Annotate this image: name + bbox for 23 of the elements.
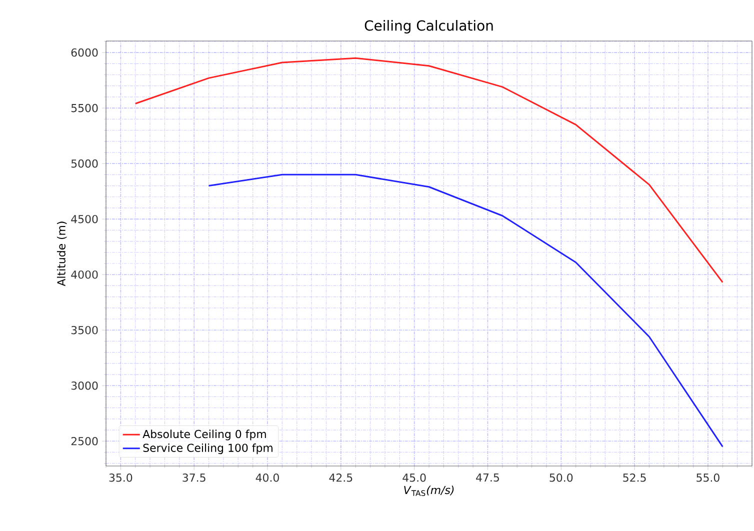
y-tick-label: 4500 — [71, 214, 98, 224]
y-tick-label: 5500 — [71, 104, 98, 112]
legend-label: Absolute Ceiling 0 fpm — [142, 430, 266, 440]
x-axis-title: V$_{TAS}$(m/s) — [404, 486, 454, 496]
x-tick-label: 45.0 — [402, 474, 426, 482]
y-tick-label: 2500 — [71, 436, 98, 446]
y-tick-label: 5000 — [71, 159, 98, 168]
x-tick-label: 50.0 — [550, 474, 573, 482]
x-tick-label: 40.0 — [256, 474, 279, 482]
x-tick-label: 35.0 — [109, 474, 132, 482]
x-tick-label: 47.5 — [476, 474, 499, 482]
y-axis-title: Altitude (m) — [56, 222, 67, 286]
x-tick-label: 42.5 — [329, 474, 352, 482]
y-tick-label: 3000 — [71, 381, 98, 390]
x-tick-label: 52.5 — [623, 474, 646, 482]
y-tick-label: 4000 — [71, 270, 98, 279]
chart-title: Ceiling Calculation — [364, 20, 493, 34]
y-tick-label: 3500 — [71, 326, 98, 334]
y-tick-label: 6000 — [71, 48, 98, 57]
x-tick-label: 55.0 — [696, 474, 720, 482]
x-tick-label: 37.5 — [182, 474, 206, 482]
legend-label: Service Ceiling 100 fpm — [143, 443, 272, 454]
line-series — [134, 57, 724, 284]
